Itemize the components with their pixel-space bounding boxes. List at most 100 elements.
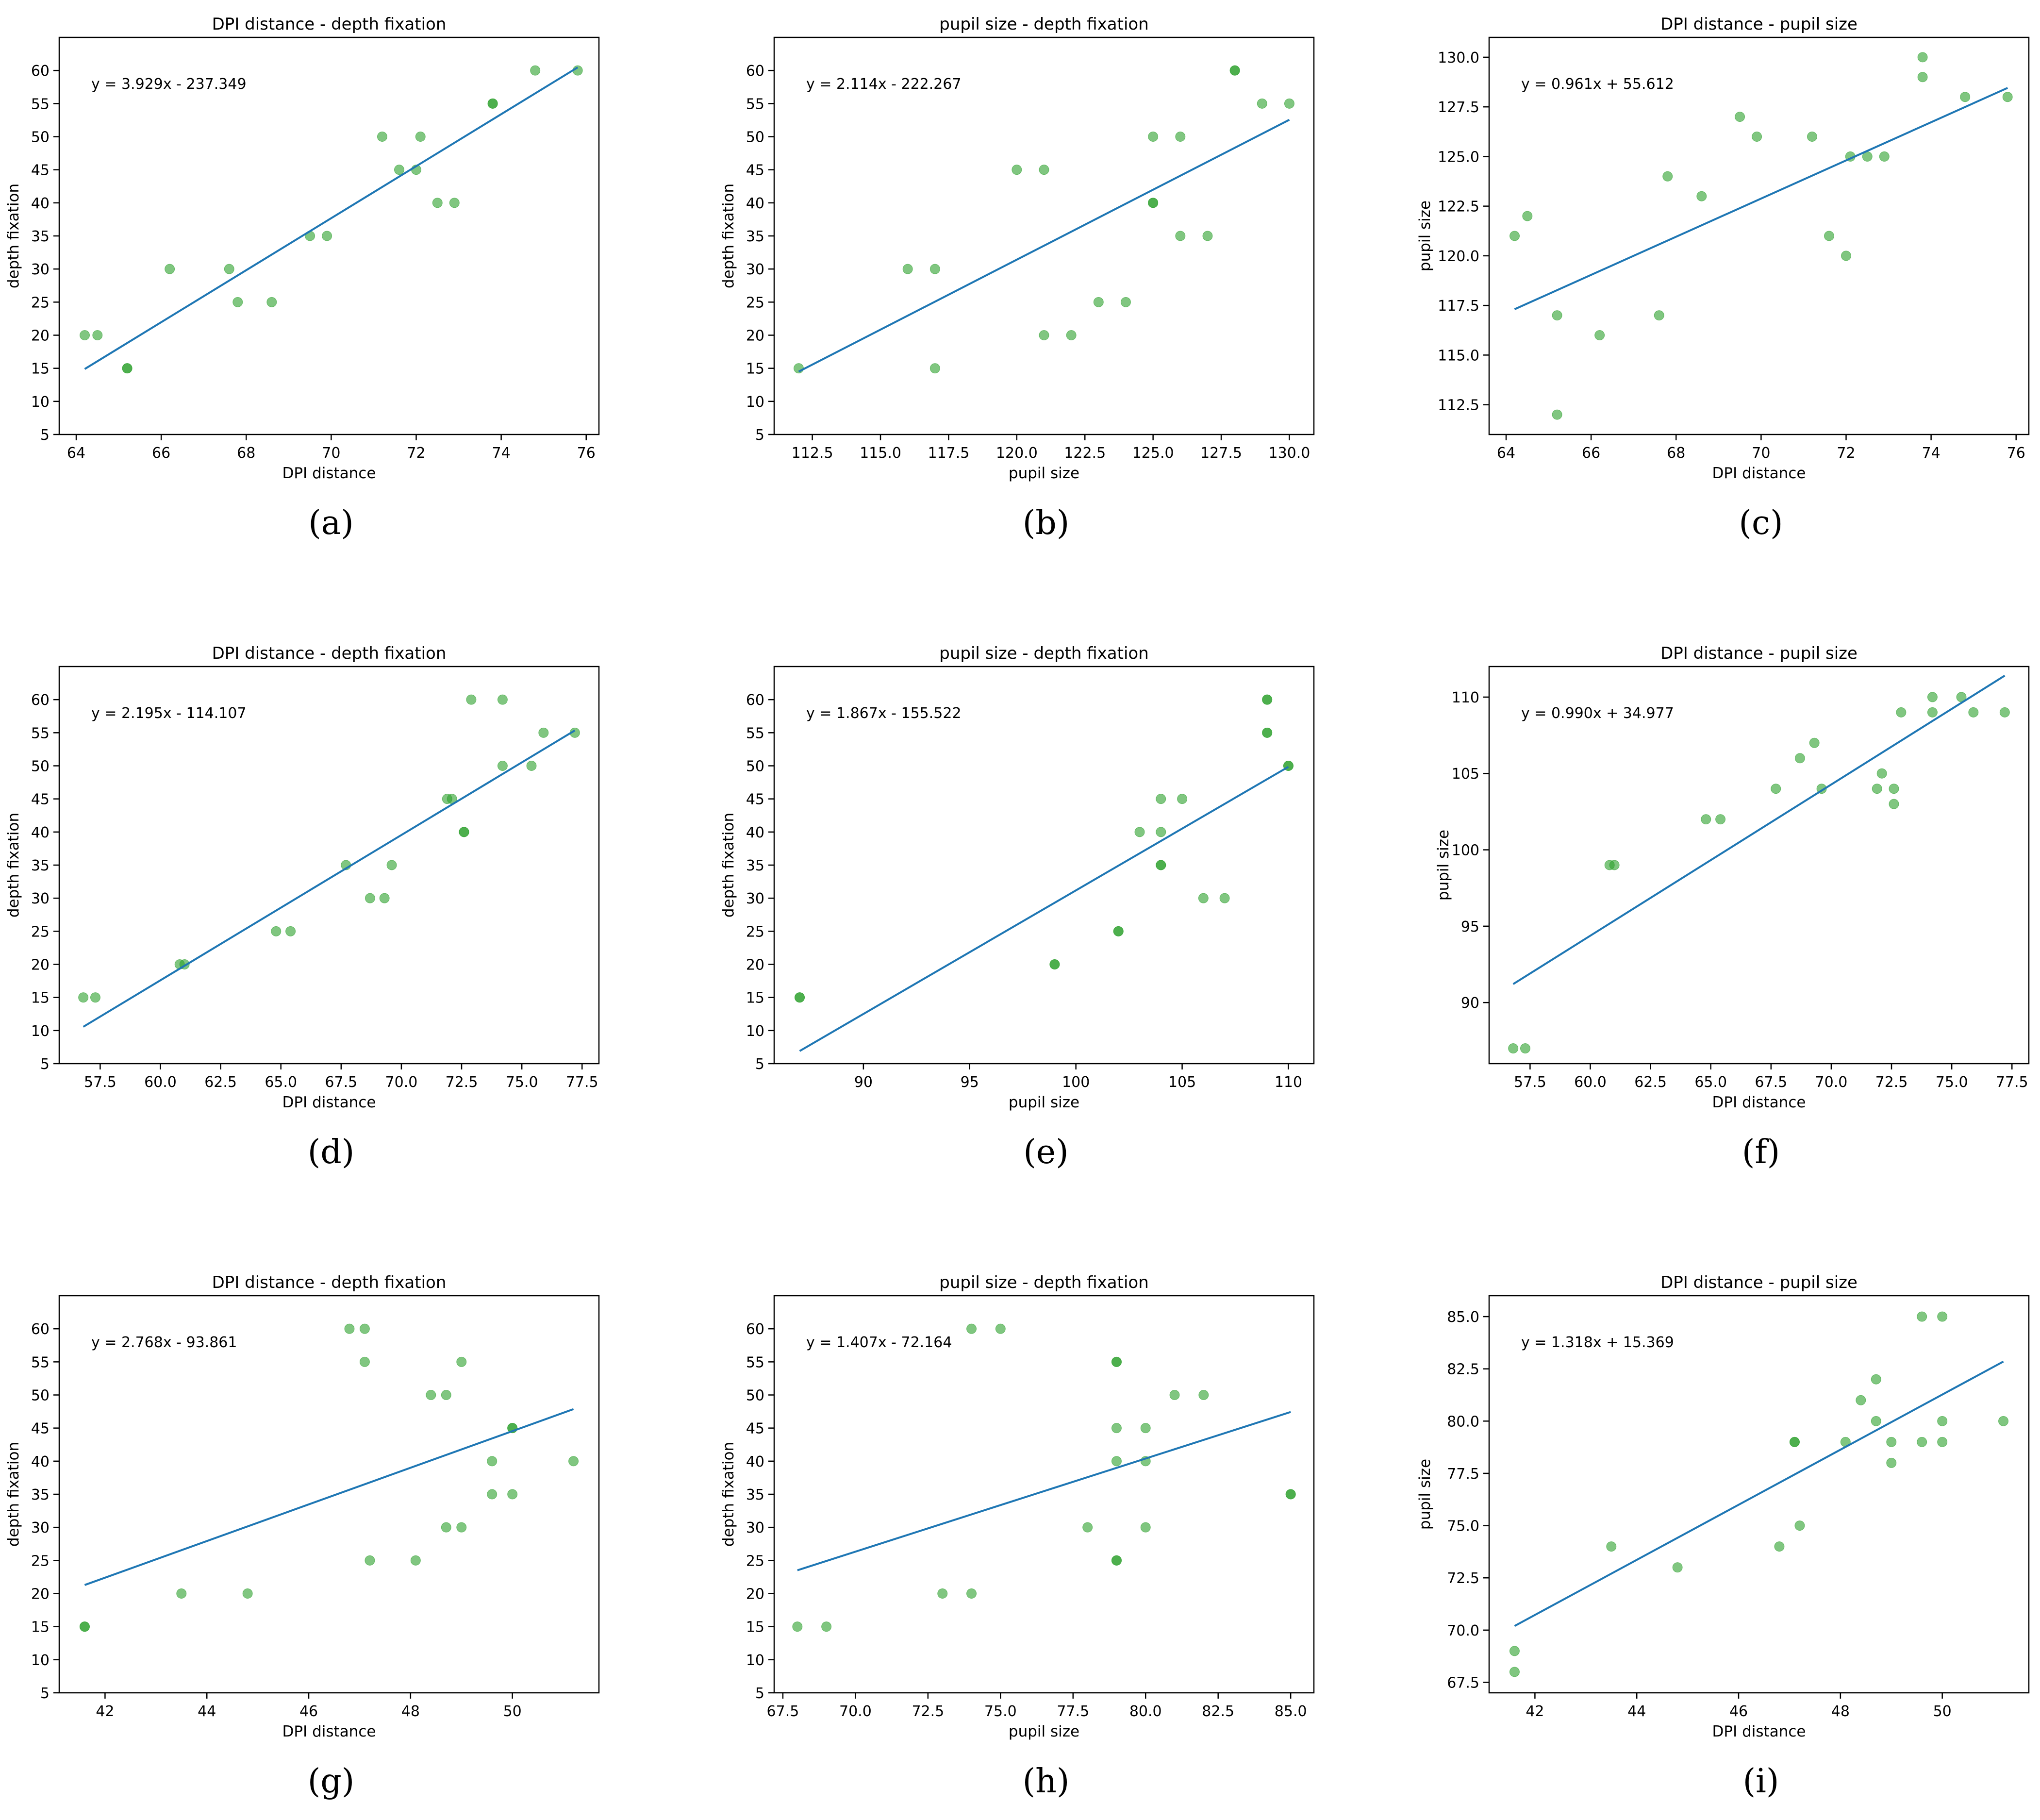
y-axis-label: pupil size	[1416, 1459, 1434, 1530]
x-tick-label: 82.5	[1202, 1703, 1234, 1720]
y-tick-label: 70.0	[1447, 1622, 1479, 1639]
data-point	[1937, 1416, 1948, 1426]
y-axis-label: depth fixation	[720, 1442, 737, 1547]
y-tick-label: 55	[746, 96, 764, 113]
regression-equation: y = 2.195x - 114.107	[91, 705, 247, 722]
x-tick-label: 46	[1729, 1703, 1748, 1720]
data-point	[410, 1555, 421, 1566]
y-tick-label: 15	[746, 990, 764, 1007]
data-point	[1262, 694, 1273, 705]
y-tick-label: 110	[1452, 689, 1479, 706]
chart-title: pupil size - depth fixation	[939, 644, 1149, 663]
data-point	[568, 1456, 579, 1467]
y-tick-label: 50	[746, 1387, 764, 1404]
y-tick-label: 72.5	[1447, 1570, 1479, 1587]
data-point	[1937, 1311, 1948, 1322]
y-tick-label: 30	[31, 1519, 50, 1536]
data-point	[394, 165, 404, 175]
x-tick-label: 50	[1933, 1703, 1952, 1720]
y-tick-label: 10	[746, 1652, 764, 1669]
data-point	[359, 1356, 370, 1367]
data-point	[78, 992, 89, 1003]
y-tick-label: 5	[755, 427, 764, 444]
data-point	[90, 992, 100, 1003]
data-point	[1140, 1522, 1151, 1533]
data-point	[466, 694, 477, 705]
x-tick-label: 122.5	[1064, 445, 1106, 462]
y-tick-label: 30	[746, 261, 764, 278]
panel-letter: (i)	[1743, 1762, 1779, 1801]
y-tick-label: 5	[755, 1056, 764, 1073]
regression-equation: y = 0.990x + 34.977	[1521, 705, 1674, 722]
panel-letter: (g)	[308, 1762, 355, 1801]
panel-letter: (e)	[1023, 1133, 1068, 1171]
x-tick-label: 62.5	[204, 1074, 237, 1091]
x-tick-label: 125.0	[1132, 445, 1174, 462]
plot-frame	[773, 666, 1315, 1065]
data-point	[1807, 132, 1817, 142]
x-tick-label: 72.5	[1875, 1074, 1908, 1091]
x-tick-label: 75.0	[1936, 1074, 1968, 1091]
data-point	[1284, 98, 1294, 109]
data-point	[1889, 784, 1899, 794]
x-axis-label: pupil size	[1009, 1094, 1079, 1111]
x-tick-label: 64	[1497, 445, 1515, 462]
y-tick-label: 45	[31, 791, 50, 808]
regression-line	[797, 1411, 1291, 1571]
x-axis-label: DPI distance	[282, 1723, 376, 1740]
x-tick-label: 60.0	[144, 1074, 177, 1091]
data-point	[176, 1588, 187, 1599]
y-tick-label: 60	[31, 63, 50, 80]
data-point	[1968, 707, 1979, 718]
x-tick-label: 65.0	[265, 1074, 297, 1091]
data-point	[1509, 1667, 1520, 1677]
x-tick-label: 70	[1752, 445, 1770, 462]
regression-line	[1512, 675, 2006, 985]
x-axis-label: DPI distance	[282, 1094, 376, 1111]
x-tick-label: 85.0	[1275, 1703, 1307, 1720]
data-point	[530, 65, 541, 76]
y-tick-label: 30	[746, 890, 764, 907]
regression-line	[799, 766, 1289, 1052]
x-tick-label: 70.0	[1815, 1074, 1848, 1091]
x-tick-label: 127.5	[1200, 445, 1242, 462]
data-points	[80, 65, 583, 374]
data-point	[242, 1588, 253, 1599]
regression-equation: y = 3.929x - 237.349	[91, 76, 247, 93]
panel-letter: (f)	[1742, 1133, 1780, 1171]
data-point	[1520, 1043, 1530, 1054]
data-points	[78, 694, 580, 1003]
y-tick-label: 112.5	[1438, 397, 1479, 414]
y-tick-label: 10	[31, 394, 50, 411]
x-tick-label: 100	[1062, 1074, 1090, 1091]
x-tick-label: 67.5	[325, 1074, 357, 1091]
data-point	[456, 1522, 467, 1533]
chart-panel: DPI distance - pupil size 57.5 60.0 62.5 65.…	[1435, 644, 2030, 1171]
y-tick-label: 5	[40, 427, 50, 444]
data-point	[432, 198, 443, 208]
x-tick-label: 120.0	[996, 445, 1038, 462]
data-point	[538, 727, 549, 738]
x-tick-label: 77.5	[566, 1074, 598, 1091]
data-points	[792, 1323, 1296, 1632]
data-point	[821, 1621, 832, 1632]
data-point	[1824, 231, 1834, 241]
x-axis-label: pupil size	[1009, 465, 1079, 482]
regression-line	[84, 67, 579, 370]
x-tick-label: 67.5	[767, 1703, 799, 1720]
data-point	[1771, 784, 1781, 794]
y-tick-label: 100	[1452, 842, 1479, 859]
data-point	[344, 1323, 355, 1334]
data-point	[966, 1588, 977, 1599]
data-point	[1175, 132, 1186, 142]
y-tick-label: 10	[746, 394, 764, 411]
data-point	[1594, 330, 1605, 340]
data-point	[1672, 1562, 1683, 1573]
chart-title: DPI distance - pupil size	[1660, 644, 1858, 663]
data-points	[1509, 52, 2013, 420]
data-point	[1134, 827, 1145, 837]
data-point	[1876, 768, 1887, 779]
y-tick-label: 15	[31, 990, 50, 1007]
x-tick-label: 117.5	[928, 445, 969, 462]
chart-panel: pupil size - depth fixation 67.5 70.0 72.5 7…	[720, 1273, 1315, 1801]
